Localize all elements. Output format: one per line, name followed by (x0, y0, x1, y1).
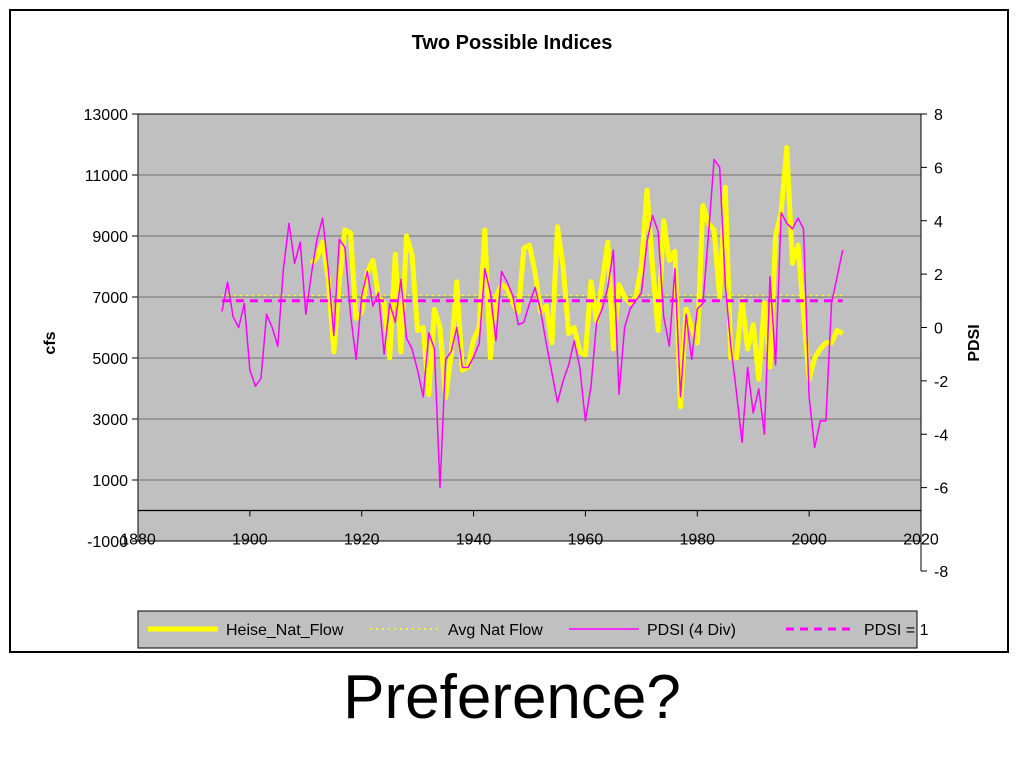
series-heise-nat-flow (309, 145, 844, 410)
y2-tick-label: 0 (934, 321, 943, 338)
legend-items: Heise_Nat_Flow Avg Nat Flow PDSI (4 Div) PD… (148, 622, 929, 639)
y2-tick-label: 8 (934, 107, 943, 124)
x-tick-label: 1980 (679, 532, 715, 549)
legend-label: Avg Nat Flow (448, 622, 543, 639)
x-tick-label: 1920 (344, 532, 380, 549)
legend-label: PDSI (4 Div) (647, 622, 736, 639)
axes-layer: -1000 1000 3000 5000 7000 9000 11000 13000 -8 -6 -… (84, 107, 949, 581)
y-tick-label: 1000 (92, 473, 128, 490)
y-tick-label: -1000 (87, 534, 128, 551)
chart-svg: Two Possible Indices -1000 1000 3000 5000 70… (42, 32, 983, 649)
legend: Heise_Nat_Flow Avg Nat Flow PDSI (4 Div) PD… (137, 610, 929, 649)
x-tick-label: 1900 (232, 532, 268, 549)
y2-tick-label: 6 (934, 160, 943, 177)
y2-tick-label: 2 (934, 267, 943, 284)
legend-label: Heise_Nat_Flow (226, 622, 344, 639)
series-layer (221, 145, 844, 489)
y-tick-label: 3000 (92, 412, 128, 429)
y-tick-label: 7000 (92, 290, 128, 307)
x-tick-label: 1880 (120, 532, 156, 549)
x-tick-label: 1940 (456, 532, 492, 549)
y-tick-label: 13000 (84, 107, 129, 124)
x-tick-label: 2020 (903, 532, 939, 549)
chart-title: Two Possible Indices (412, 32, 613, 54)
y-tick-label: 11000 (85, 168, 128, 185)
y2-tick-label: -4 (934, 427, 948, 444)
y2-tick-label: -6 (934, 481, 948, 498)
series-pdsi-4-div (221, 158, 844, 489)
y2-tick-label: 4 (934, 214, 943, 231)
y2-tick-label: -2 (934, 374, 948, 391)
y-axis-label: cfs (42, 331, 59, 354)
legend-label: PDSI = 1 (864, 622, 929, 639)
x-tick-label: 2000 (791, 532, 827, 549)
y-tick-label: 9000 (92, 229, 128, 246)
slide-subtitle: Preference? (343, 663, 681, 732)
chart-frame: Two Possible Indices -1000 1000 3000 5000 70… (9, 9, 1009, 653)
y-tick-label: 5000 (92, 351, 128, 368)
y2-axis-label: PDSI (966, 324, 983, 361)
y2-tick-label: -8 (934, 564, 948, 581)
x-tick-label: 1960 (568, 532, 604, 549)
